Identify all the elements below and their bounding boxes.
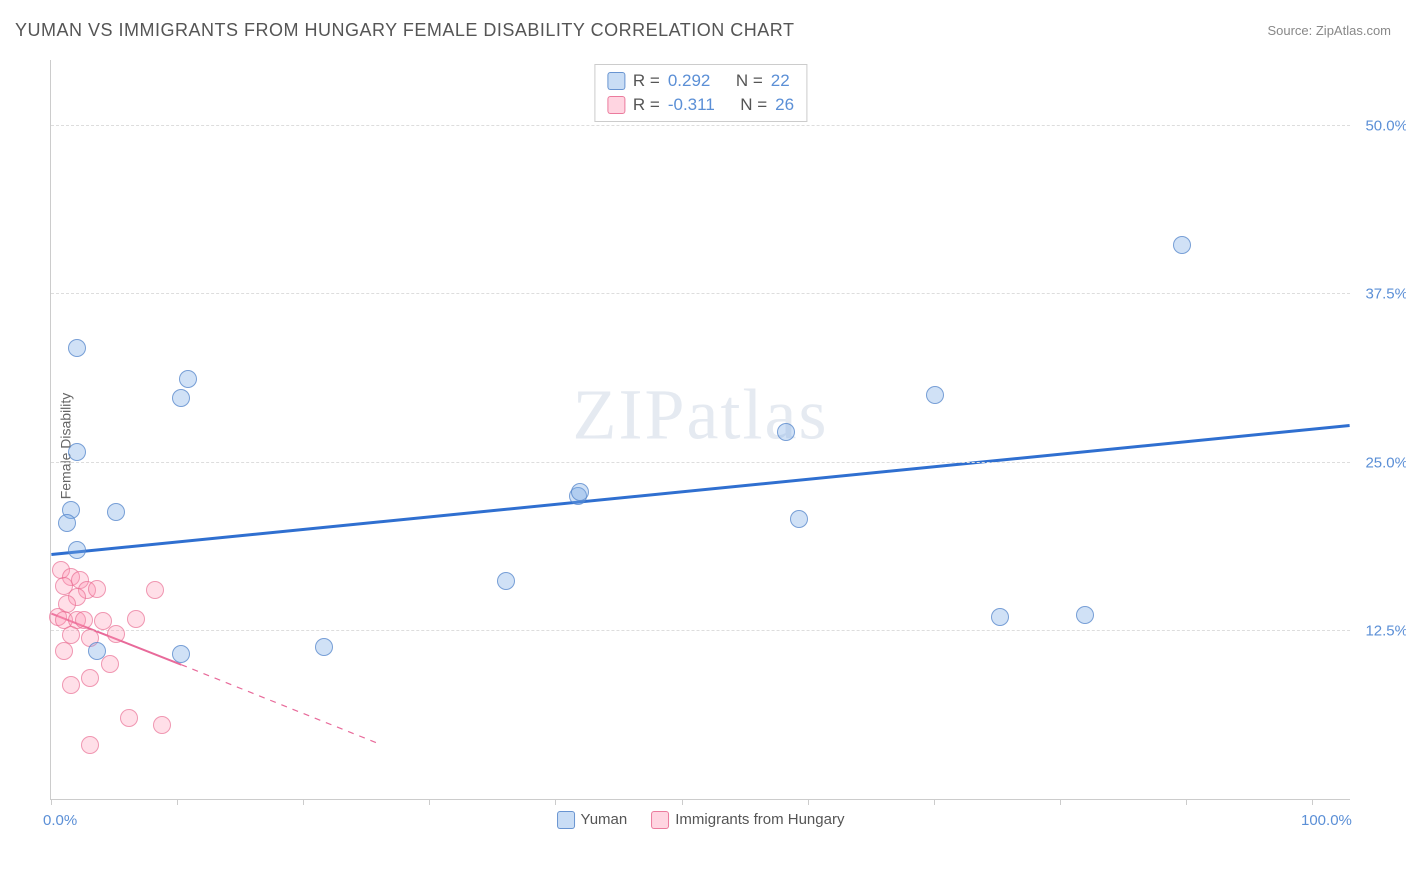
watermark-text: ZIPatlas	[573, 373, 829, 456]
r-label: R =	[633, 71, 660, 91]
y-tick-label: 37.5%	[1353, 286, 1406, 303]
y-tick-label: 25.0%	[1353, 454, 1406, 471]
n-label: N =	[740, 95, 767, 115]
chart-title: YUMAN VS IMMIGRANTS FROM HUNGARY FEMALE …	[15, 20, 794, 41]
x-tick	[429, 799, 430, 805]
trend-lines-layer	[51, 60, 1350, 799]
gridline	[51, 125, 1350, 126]
legend-label-b: Immigrants from Hungary	[675, 811, 844, 828]
data-point	[55, 642, 73, 660]
legend-label-a: Yuman	[581, 811, 628, 828]
n-value-a: 22	[771, 71, 790, 91]
x-tick-label: 100.0%	[1301, 812, 1352, 829]
correlation-legend: R = 0.292 N = 22 R = -0.311 N = 26	[594, 64, 807, 122]
data-point	[172, 389, 190, 407]
x-tick	[1060, 799, 1061, 805]
x-tick	[808, 799, 809, 805]
data-point	[790, 510, 808, 528]
data-point	[68, 443, 86, 461]
legend-row-a: R = 0.292 N = 22	[607, 69, 794, 93]
gridline	[51, 630, 1350, 631]
chart-plot-area: ZIPatlas R = 0.292 N = 22 R = -0.311 N =…	[50, 60, 1350, 800]
data-point	[75, 611, 93, 629]
data-point	[81, 669, 99, 687]
data-point	[571, 483, 589, 501]
trend-line	[181, 665, 376, 743]
data-point	[120, 709, 138, 727]
data-point	[107, 625, 125, 643]
x-tick	[1312, 799, 1313, 805]
data-point	[62, 676, 80, 694]
chart-source: Source: ZipAtlas.com	[1267, 23, 1391, 38]
legend-swatch-a	[607, 72, 625, 90]
data-point	[146, 581, 164, 599]
data-point	[68, 339, 86, 357]
x-tick	[51, 799, 52, 805]
x-tick	[303, 799, 304, 805]
data-point	[926, 386, 944, 404]
legend-swatch-b	[607, 96, 625, 114]
y-tick-label: 12.5%	[1353, 622, 1406, 639]
data-point	[101, 655, 119, 673]
data-point	[991, 608, 1009, 626]
x-tick	[177, 799, 178, 805]
data-point	[88, 642, 106, 660]
legend-item-b: Immigrants from Hungary	[651, 811, 844, 829]
x-tick	[934, 799, 935, 805]
series-legend: Yuman Immigrants from Hungary	[557, 811, 845, 829]
data-point	[58, 514, 76, 532]
r-value-a: 0.292	[668, 71, 711, 91]
r-value-b: -0.311	[668, 95, 715, 115]
data-point	[68, 541, 86, 559]
data-point	[88, 580, 106, 598]
legend-swatch-b-icon	[651, 811, 669, 829]
x-tick	[555, 799, 556, 805]
data-point	[107, 503, 125, 521]
legend-swatch-a-icon	[557, 811, 575, 829]
data-point	[81, 736, 99, 754]
gridline	[51, 293, 1350, 294]
data-point	[777, 423, 795, 441]
data-point	[315, 638, 333, 656]
r-label: R =	[633, 95, 660, 115]
y-tick-label: 50.0%	[1353, 118, 1406, 135]
data-point	[153, 716, 171, 734]
chart-header: YUMAN VS IMMIGRANTS FROM HUNGARY FEMALE …	[15, 20, 1391, 41]
x-tick	[682, 799, 683, 805]
trend-line	[51, 425, 1349, 554]
x-tick-label: 0.0%	[43, 812, 77, 829]
legend-item-a: Yuman	[557, 811, 628, 829]
n-label: N =	[736, 71, 763, 91]
legend-row-b: R = -0.311 N = 26	[607, 93, 794, 117]
data-point	[127, 610, 145, 628]
data-point	[179, 370, 197, 388]
data-point	[172, 645, 190, 663]
x-tick	[1186, 799, 1187, 805]
data-point	[497, 572, 515, 590]
data-point	[1173, 236, 1191, 254]
gridline	[51, 462, 1350, 463]
n-value-b: 26	[775, 95, 794, 115]
data-point	[1076, 606, 1094, 624]
